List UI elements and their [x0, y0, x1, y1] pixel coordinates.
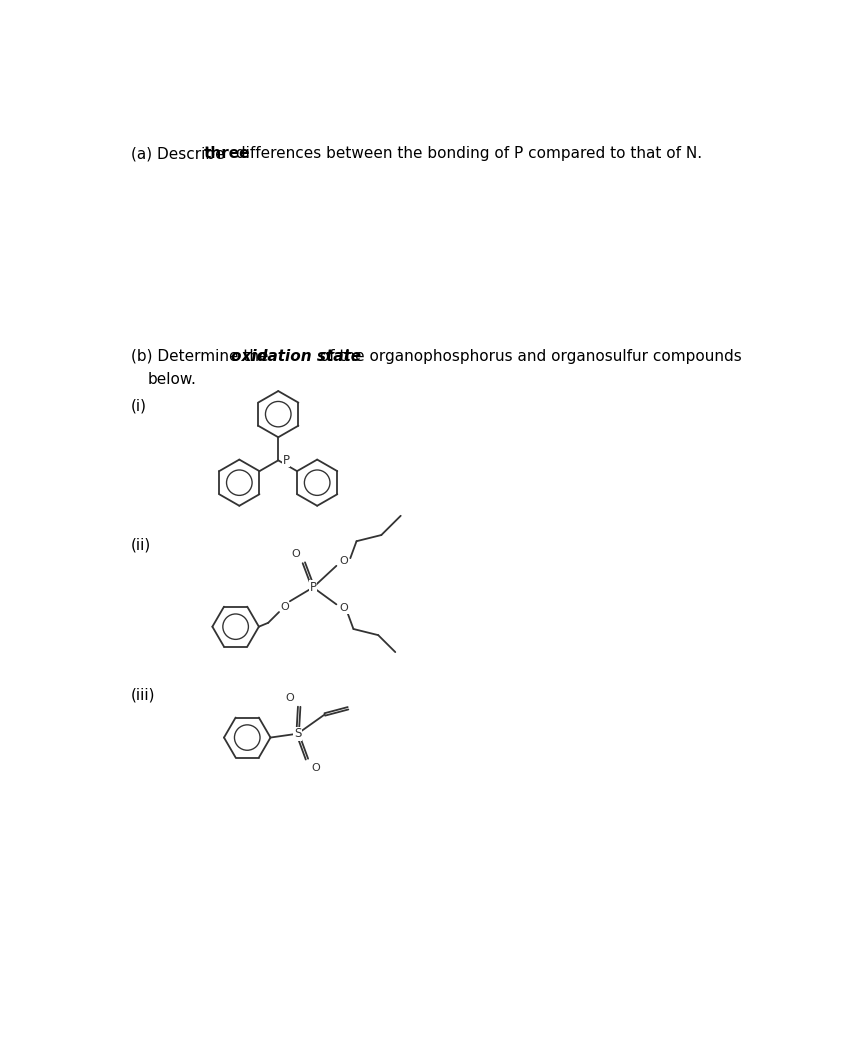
- Text: differences between the bonding of P compared to that of N.: differences between the bonding of P com…: [231, 146, 702, 161]
- Text: P: P: [282, 454, 289, 467]
- Text: O: O: [291, 549, 300, 558]
- Text: O: O: [312, 763, 320, 773]
- Text: below.: below.: [148, 372, 196, 387]
- Text: (b) Determine the: (b) Determine the: [131, 349, 273, 364]
- Text: (iii): (iii): [131, 688, 155, 702]
- Text: O: O: [339, 603, 348, 613]
- Text: O: O: [339, 556, 348, 566]
- Text: three: three: [203, 146, 250, 161]
- Text: (a) Describe: (a) Describe: [131, 146, 229, 161]
- Text: S: S: [294, 727, 301, 740]
- Text: oxidation state: oxidation state: [231, 349, 361, 364]
- Text: (i): (i): [131, 399, 147, 414]
- Text: (ii): (ii): [131, 537, 151, 553]
- Text: P: P: [309, 581, 316, 594]
- Text: O: O: [280, 602, 288, 611]
- Text: O: O: [285, 693, 294, 702]
- Text: of the organophosphorus and organosulfur compounds: of the organophosphorus and organosulfur…: [315, 349, 741, 364]
